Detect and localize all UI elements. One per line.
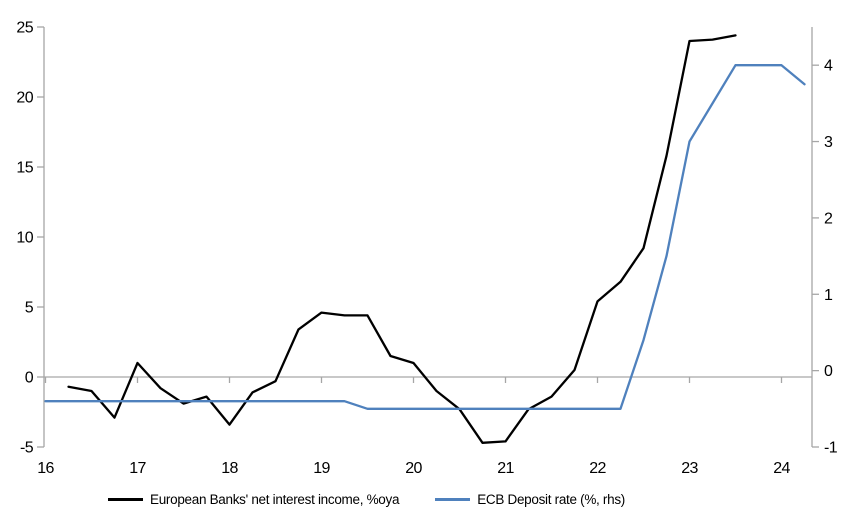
left-axis-tick-label: 10 (16, 230, 33, 247)
legend-line-sample-black-icon (108, 498, 143, 501)
x-axis-tick-label: 20 (405, 460, 422, 477)
legend-line-sample-blue-icon (435, 498, 471, 501)
left-axis-tick-label: -5 (20, 440, 34, 457)
legend-label-ecb-deposit-rate: ECB Deposit rate (%, rhs) (477, 492, 625, 507)
legend-item-net-interest-income: European Banks' net interest income, %oy… (108, 492, 399, 507)
left-axis-tick-label: 15 (16, 160, 33, 177)
right-axis-tick-label: 4 (824, 58, 833, 75)
legend: European Banks' net interest income, %oy… (108, 492, 625, 507)
x-axis-tick-label: 17 (129, 460, 146, 477)
x-axis-tick-label: 22 (589, 460, 606, 477)
left-axis-tick-label: 5 (25, 300, 34, 317)
left-axis-tick-label: 25 (16, 20, 33, 37)
x-axis-tick-label: 24 (773, 460, 790, 477)
right-axis-tick-label: 1 (824, 287, 833, 304)
legend-label-net-interest-income: European Banks' net interest income, %oy… (150, 492, 400, 507)
left-axis-tick-label: 20 (16, 90, 33, 107)
series-line-ecb-deposit-rate (44, 64, 806, 410)
right-axis-tick-label: 2 (824, 210, 833, 227)
x-axis-tick-label: 16 (37, 460, 54, 477)
left-axis-tick-label: 0 (25, 370, 34, 387)
right-axis-tick-label: 0 (824, 363, 833, 380)
right-axis-tick-label: 3 (824, 134, 833, 151)
x-axis-tick-label: 18 (221, 460, 238, 477)
legend-item-ecb-deposit-rate: ECB Deposit rate (%, rhs) (435, 492, 625, 507)
x-axis-tick-label: 19 (313, 460, 330, 477)
series-line-net-interest-income (67, 34, 737, 444)
x-axis-tick-label: 23 (681, 460, 698, 477)
x-axis-tick-label: 21 (497, 460, 514, 477)
right-axis-tick-label: -1 (824, 440, 838, 457)
